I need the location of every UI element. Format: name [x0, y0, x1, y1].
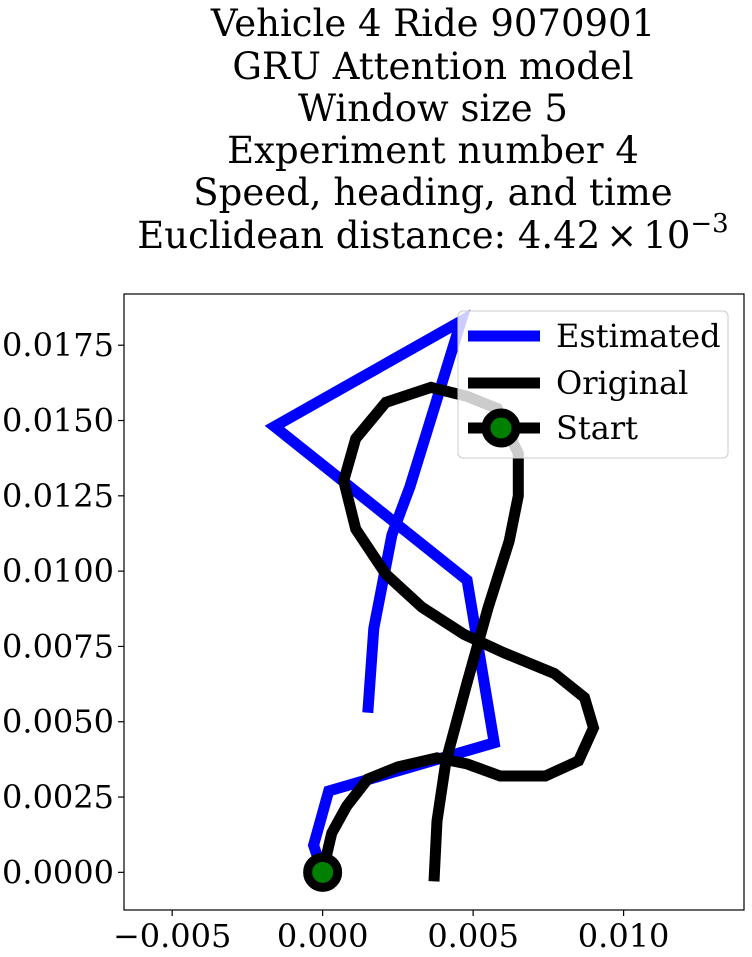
- title-line-2: GRU Attention model: [232, 45, 633, 88]
- x-tick-label: −0.005: [113, 917, 231, 955]
- x-tick-label: 0.005: [427, 917, 519, 955]
- title-line-3: Window size 5: [298, 87, 568, 130]
- legend-original-label: Original: [556, 364, 688, 402]
- title-line-6: Euclidean distance: 4.42 × 10−3: [137, 209, 728, 257]
- axes: −0.005 0.000 0.005 0.010 0.0000 0.0025 0.0050 0…: [2, 293, 745, 955]
- plot-area: [264, 309, 600, 892]
- title-distance-mantissa: 4.42: [518, 214, 600, 257]
- y-tick-label: 0.0050: [2, 703, 114, 741]
- title-line-1: Vehicle 4 Ride 9070901: [210, 2, 655, 45]
- y-tick-label: 0.0025: [2, 778, 114, 816]
- legend-estimated-label: Estimated: [556, 317, 721, 355]
- legend-start-label: Start: [556, 409, 638, 447]
- title-distance-exponent: −3: [690, 209, 728, 239]
- y-tick-label: 0.0125: [2, 477, 114, 515]
- y-tick-label: 0.0175: [2, 326, 114, 364]
- legend-frame: [457, 310, 729, 459]
- series-original-line: [317, 381, 600, 882]
- x-tick-label: 0.010: [578, 917, 670, 955]
- start-marker: [303, 852, 343, 892]
- y-tick-label: 0.0100: [2, 552, 114, 590]
- title-line-4: Experiment number 4: [227, 129, 639, 172]
- y-tick-label: 0.0150: [2, 402, 114, 440]
- y-tick-label: 0.0000: [2, 853, 114, 891]
- axes-frame: [123, 293, 745, 911]
- title-distance-prefix: Euclidean distance:: [137, 214, 518, 257]
- chart-title: Vehicle 4 Ride 9070901 GRU Attention mod…: [137, 2, 728, 257]
- x-tick-label: 0.000: [277, 917, 369, 955]
- title-distance-base: 10: [643, 214, 690, 257]
- title-line-5: Speed, heading, and time: [193, 171, 672, 214]
- title-distance-times: ×: [606, 214, 637, 257]
- y-tick-label: 0.0075: [2, 627, 114, 665]
- legend-start-marker: [481, 408, 521, 448]
- legend: Estimated Original Start: [457, 310, 729, 459]
